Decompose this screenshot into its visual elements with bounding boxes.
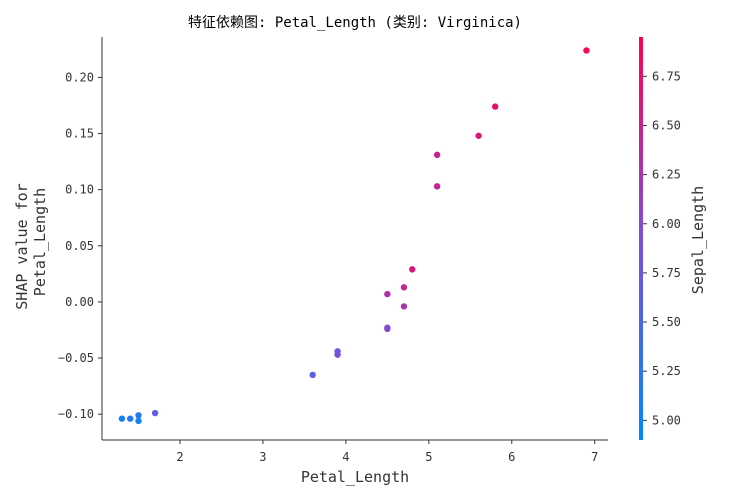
y-tick-label: −0.05 <box>58 351 94 365</box>
y-tick-label: 0.20 <box>65 70 94 84</box>
chart-title: 特征依赖图: Petal_Length (类别: Virginica) <box>188 15 522 31</box>
y-ticks: −0.10 −0.05 0.00 0.05 0.10 0.15 0.20 <box>58 70 102 421</box>
scatter-point <box>127 415 134 422</box>
y-axis-label-line-1: SHAP value for <box>13 183 31 309</box>
scatter-point <box>118 415 126 422</box>
x-tick-label: 7 <box>591 450 598 464</box>
y-tick-label: 0.00 <box>65 295 94 309</box>
scatter-points <box>118 47 590 425</box>
scatter-point <box>151 409 159 417</box>
scatter-point <box>409 266 416 273</box>
y-tick-label: 0.10 <box>65 183 94 197</box>
colorbar-tick-label: 6.25 <box>652 168 681 182</box>
colorbar: 5.00 5.25 5.50 5.75 6.00 6.25 6.50 6.75 Sepal_L… <box>639 37 707 440</box>
y-tick-label: 0.05 <box>65 239 94 253</box>
x-tick-label: 5 <box>425 450 432 464</box>
colorbar-tick-label: 6.50 <box>652 118 681 132</box>
scatter-point <box>384 325 391 333</box>
x-tick-label: 3 <box>259 450 266 464</box>
x-tick-label: 6 <box>508 450 515 464</box>
y-axis-label: SHAP value for Petal_Length <box>13 174 49 309</box>
scatter-point <box>400 303 408 310</box>
scatter-point <box>135 417 142 425</box>
colorbar-tick-label: 5.75 <box>652 266 681 280</box>
y-axis-label-line-2: Petal_Length <box>31 188 49 296</box>
scatter-point <box>433 183 441 190</box>
colorbar-tick-label: 5.50 <box>652 315 681 329</box>
scatter-point <box>400 284 408 291</box>
colorbar-tick-label: 6.00 <box>652 217 681 231</box>
scatter-point <box>491 103 499 110</box>
y-tick-label: −0.10 <box>58 407 94 421</box>
x-tick-label: 4 <box>342 450 349 464</box>
colorbar-tick-label: 5.25 <box>652 364 681 378</box>
colorbar-label: Sepal_Length <box>689 186 707 294</box>
x-ticks: 2 3 4 5 6 7 <box>176 440 598 464</box>
colorbar-gradient <box>639 37 643 440</box>
x-axis-label: Petal_Length <box>301 468 409 486</box>
scatter-point <box>135 412 142 419</box>
colorbar-tick-label: 5.00 <box>652 413 681 427</box>
scatter-point <box>334 351 341 358</box>
scatter-point <box>433 151 441 159</box>
scatter-point <box>475 132 482 139</box>
colorbar-tick-label: 6.75 <box>652 69 681 83</box>
scatter-point <box>309 371 316 379</box>
scatter-point <box>583 47 590 54</box>
y-tick-label: 0.15 <box>65 127 94 141</box>
x-tick-label: 2 <box>176 450 183 464</box>
scatter-point <box>384 290 391 298</box>
colorbar-ticks: 5.00 5.25 5.50 5.75 6.00 6.25 6.50 6.75 <box>643 69 681 427</box>
plot-axes <box>101 37 608 441</box>
